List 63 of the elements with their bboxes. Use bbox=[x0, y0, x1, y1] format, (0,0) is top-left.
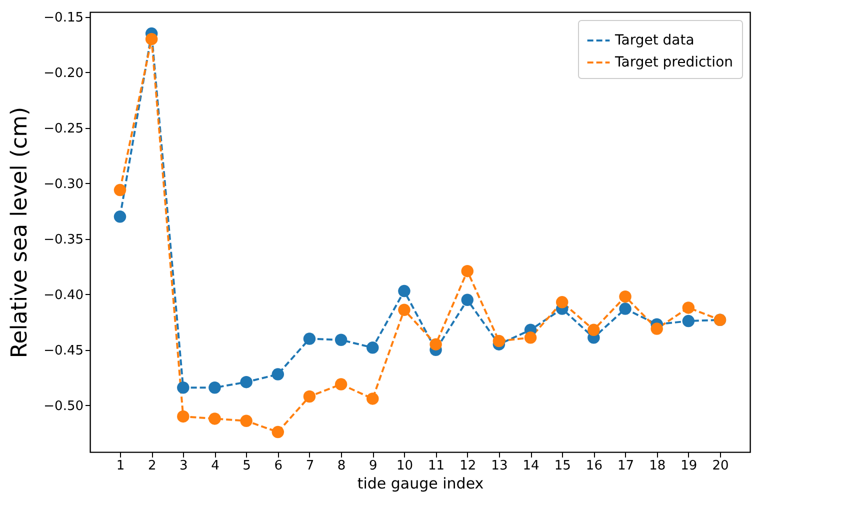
x-tick-label: 9 bbox=[368, 458, 378, 474]
x-tick-label: 18 bbox=[649, 458, 666, 474]
point bbox=[114, 210, 126, 223]
x-tick-label: 20 bbox=[712, 458, 729, 474]
point bbox=[398, 304, 410, 316]
point bbox=[430, 338, 442, 350]
x-tick-label: 8 bbox=[337, 458, 346, 474]
point bbox=[240, 376, 252, 388]
x-tick-label: 2 bbox=[148, 458, 156, 474]
point bbox=[334, 334, 348, 346]
point bbox=[208, 382, 221, 394]
y-tick-label: −0.20 bbox=[44, 66, 84, 81]
x-axis-title: tide gauge index bbox=[357, 474, 484, 492]
point bbox=[461, 264, 474, 278]
y-tick-label: −0.50 bbox=[44, 398, 84, 414]
y-tick-label: −0.40 bbox=[44, 288, 84, 303]
y-tick-label: −0.15 bbox=[44, 10, 84, 26]
point bbox=[208, 412, 221, 425]
point bbox=[619, 290, 632, 303]
x-tick-label: 7 bbox=[306, 458, 314, 474]
point bbox=[272, 368, 284, 380]
point bbox=[272, 426, 284, 438]
point bbox=[619, 302, 632, 315]
point bbox=[398, 284, 410, 298]
point bbox=[492, 334, 506, 348]
legend-label: Target data bbox=[614, 32, 694, 48]
point bbox=[682, 314, 695, 328]
point bbox=[145, 32, 158, 46]
point bbox=[524, 332, 537, 344]
x-tick-label: 15 bbox=[554, 458, 571, 474]
x-tick-label: 13 bbox=[491, 458, 508, 474]
point bbox=[303, 332, 316, 345]
y-tick-label: −0.30 bbox=[44, 176, 84, 192]
point bbox=[303, 390, 316, 403]
x-tick-label: 6 bbox=[274, 458, 283, 474]
y-axis-title: Relative sea level (cm) bbox=[8, 106, 33, 358]
point bbox=[682, 302, 695, 314]
point bbox=[334, 378, 348, 390]
point bbox=[556, 296, 568, 308]
y-tick-label: −0.25 bbox=[44, 121, 84, 136]
x-tick-label: 17 bbox=[617, 458, 634, 474]
point bbox=[650, 322, 663, 335]
x-tick-label: 14 bbox=[522, 458, 540, 474]
legend-label: Target prediction bbox=[614, 54, 734, 70]
x-tick-label: 1 bbox=[116, 458, 125, 474]
x-tick-label: 11 bbox=[428, 458, 445, 474]
point bbox=[114, 184, 126, 196]
point bbox=[177, 382, 190, 394]
x-tick-label: 3 bbox=[180, 458, 188, 474]
point bbox=[240, 414, 252, 428]
x-tick-label: 5 bbox=[242, 458, 251, 474]
point bbox=[366, 342, 379, 354]
x-tick-label: 12 bbox=[460, 458, 476, 474]
y-tick-label: −0.45 bbox=[44, 343, 84, 358]
point bbox=[177, 410, 190, 423]
x-tick-label: 4 bbox=[211, 458, 220, 474]
point bbox=[588, 324, 600, 336]
x-tick-label: 10 bbox=[396, 458, 413, 474]
x-tick-label: 16 bbox=[586, 458, 602, 474]
y-tick-label: −0.35 bbox=[44, 232, 84, 248]
point bbox=[461, 294, 474, 306]
point bbox=[366, 392, 379, 405]
x-tick-label: 19 bbox=[680, 458, 698, 474]
